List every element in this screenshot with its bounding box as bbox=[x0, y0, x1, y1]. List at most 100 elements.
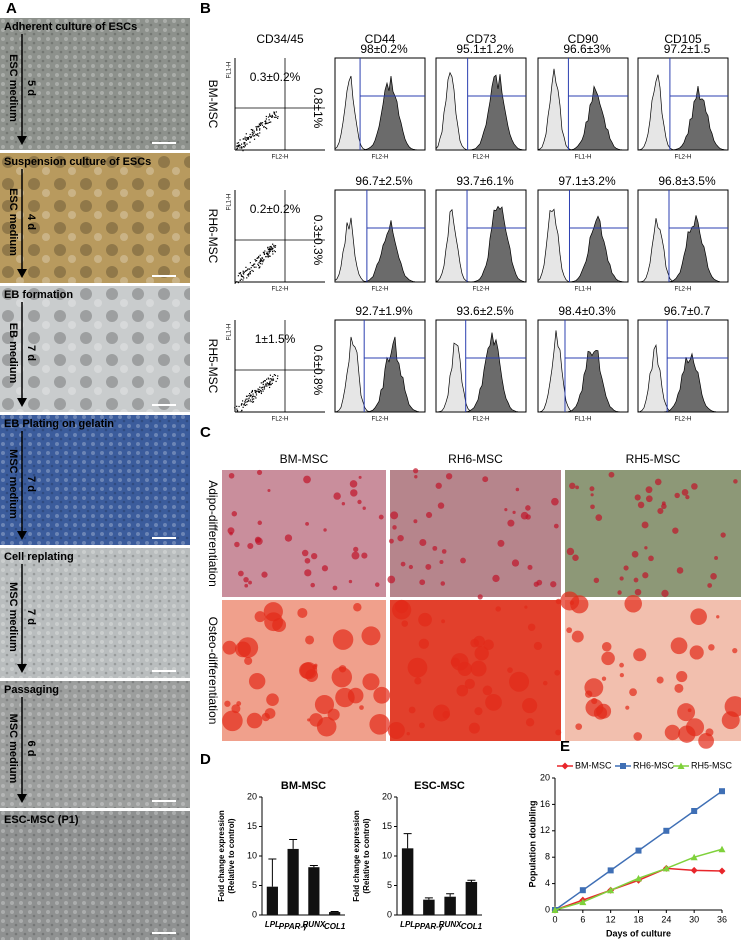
decoration bbox=[661, 589, 669, 598]
decoration bbox=[264, 708, 276, 719]
positive-percent: 92.7±1.9% bbox=[355, 304, 413, 318]
decoration bbox=[619, 576, 624, 581]
column-header: BM-MSC bbox=[280, 452, 329, 466]
decoration bbox=[248, 400, 250, 402]
decoration bbox=[248, 580, 252, 585]
decoration bbox=[269, 249, 271, 251]
duration-label: 6 d bbox=[25, 741, 37, 757]
legend-marker bbox=[620, 763, 626, 769]
decoration bbox=[271, 379, 273, 381]
x-tick-label: 0 bbox=[552, 914, 557, 924]
decoration bbox=[271, 114, 273, 117]
decoration bbox=[251, 399, 254, 401]
decoration bbox=[246, 274, 249, 276]
bar bbox=[465, 881, 478, 915]
axis-label: FL1-H bbox=[227, 324, 233, 341]
decoration bbox=[273, 374, 275, 376]
decoration bbox=[362, 673, 380, 691]
decoration bbox=[707, 583, 713, 588]
decoration bbox=[645, 486, 653, 494]
decoration bbox=[254, 391, 257, 393]
decoration bbox=[241, 409, 243, 412]
decoration bbox=[253, 263, 255, 265]
scale-bar bbox=[152, 800, 176, 802]
decoration bbox=[507, 667, 513, 673]
decoration bbox=[244, 401, 246, 403]
decoration bbox=[245, 266, 247, 268]
y-axis-label: Fold change expression bbox=[217, 810, 226, 902]
decoration bbox=[255, 394, 258, 396]
decoration bbox=[261, 122, 264, 124]
decoration bbox=[672, 527, 679, 534]
decoration bbox=[361, 626, 381, 646]
decoration bbox=[440, 581, 446, 586]
decoration bbox=[275, 114, 277, 117]
decoration bbox=[482, 476, 489, 483]
decoration bbox=[250, 128, 252, 131]
decoration bbox=[259, 386, 261, 388]
y-tick-label: 15 bbox=[247, 821, 257, 831]
marker-histogram bbox=[335, 336, 426, 413]
decoration bbox=[254, 611, 266, 623]
decoration bbox=[227, 527, 235, 535]
decoration bbox=[256, 126, 258, 128]
decoration bbox=[257, 125, 259, 128]
marker-header: CD105 bbox=[664, 32, 702, 46]
medium-label: ESC medium bbox=[7, 188, 19, 256]
decoration bbox=[240, 404, 243, 406]
quadrant-percent: 0.2±0.2% bbox=[250, 202, 301, 216]
decoration bbox=[305, 669, 319, 682]
decoration bbox=[624, 594, 642, 613]
decoration bbox=[261, 257, 263, 259]
data-point bbox=[718, 845, 726, 853]
decoration bbox=[255, 133, 257, 135]
decoration bbox=[266, 385, 268, 387]
decoration bbox=[361, 552, 368, 559]
decoration bbox=[634, 588, 642, 596]
decoration bbox=[260, 122, 262, 124]
decoration bbox=[269, 247, 271, 250]
marker-histogram bbox=[436, 205, 527, 283]
decoration bbox=[413, 468, 419, 474]
decoration bbox=[252, 270, 254, 272]
decoration bbox=[267, 377, 269, 379]
decoration bbox=[255, 260, 257, 262]
decoration bbox=[257, 388, 259, 390]
decoration bbox=[263, 253, 266, 256]
decoration bbox=[250, 394, 252, 396]
decoration bbox=[252, 401, 254, 403]
decoration bbox=[495, 606, 501, 612]
decoration bbox=[249, 141, 251, 143]
decoration bbox=[249, 268, 251, 270]
marker-histogram bbox=[638, 86, 729, 151]
decoration bbox=[482, 685, 493, 696]
decoration bbox=[241, 403, 243, 405]
scale-bar bbox=[152, 537, 176, 539]
row-label: RH6-MSC bbox=[206, 209, 220, 264]
decoration bbox=[265, 255, 267, 258]
decoration bbox=[406, 731, 410, 736]
error-bar bbox=[268, 858, 277, 887]
decoration bbox=[238, 405, 240, 408]
decoration bbox=[252, 129, 254, 131]
decoration bbox=[267, 488, 271, 493]
decoration bbox=[245, 139, 247, 141]
decoration bbox=[263, 126, 265, 128]
decoration bbox=[437, 502, 445, 509]
decoration bbox=[555, 598, 562, 605]
decoration bbox=[247, 275, 250, 277]
decoration bbox=[601, 641, 612, 652]
decoration bbox=[392, 525, 397, 530]
decoration bbox=[266, 382, 268, 384]
decoration bbox=[270, 383, 272, 386]
positive-percent: 95.1±1.2% bbox=[456, 42, 514, 56]
micrograph-texture bbox=[0, 153, 190, 283]
decoration bbox=[271, 380, 273, 382]
decoration bbox=[575, 485, 579, 490]
decoration bbox=[492, 574, 500, 583]
y-tick-label: 0 bbox=[387, 909, 392, 919]
decoration bbox=[270, 115, 272, 117]
decoration bbox=[689, 645, 704, 660]
decoration bbox=[312, 664, 318, 670]
